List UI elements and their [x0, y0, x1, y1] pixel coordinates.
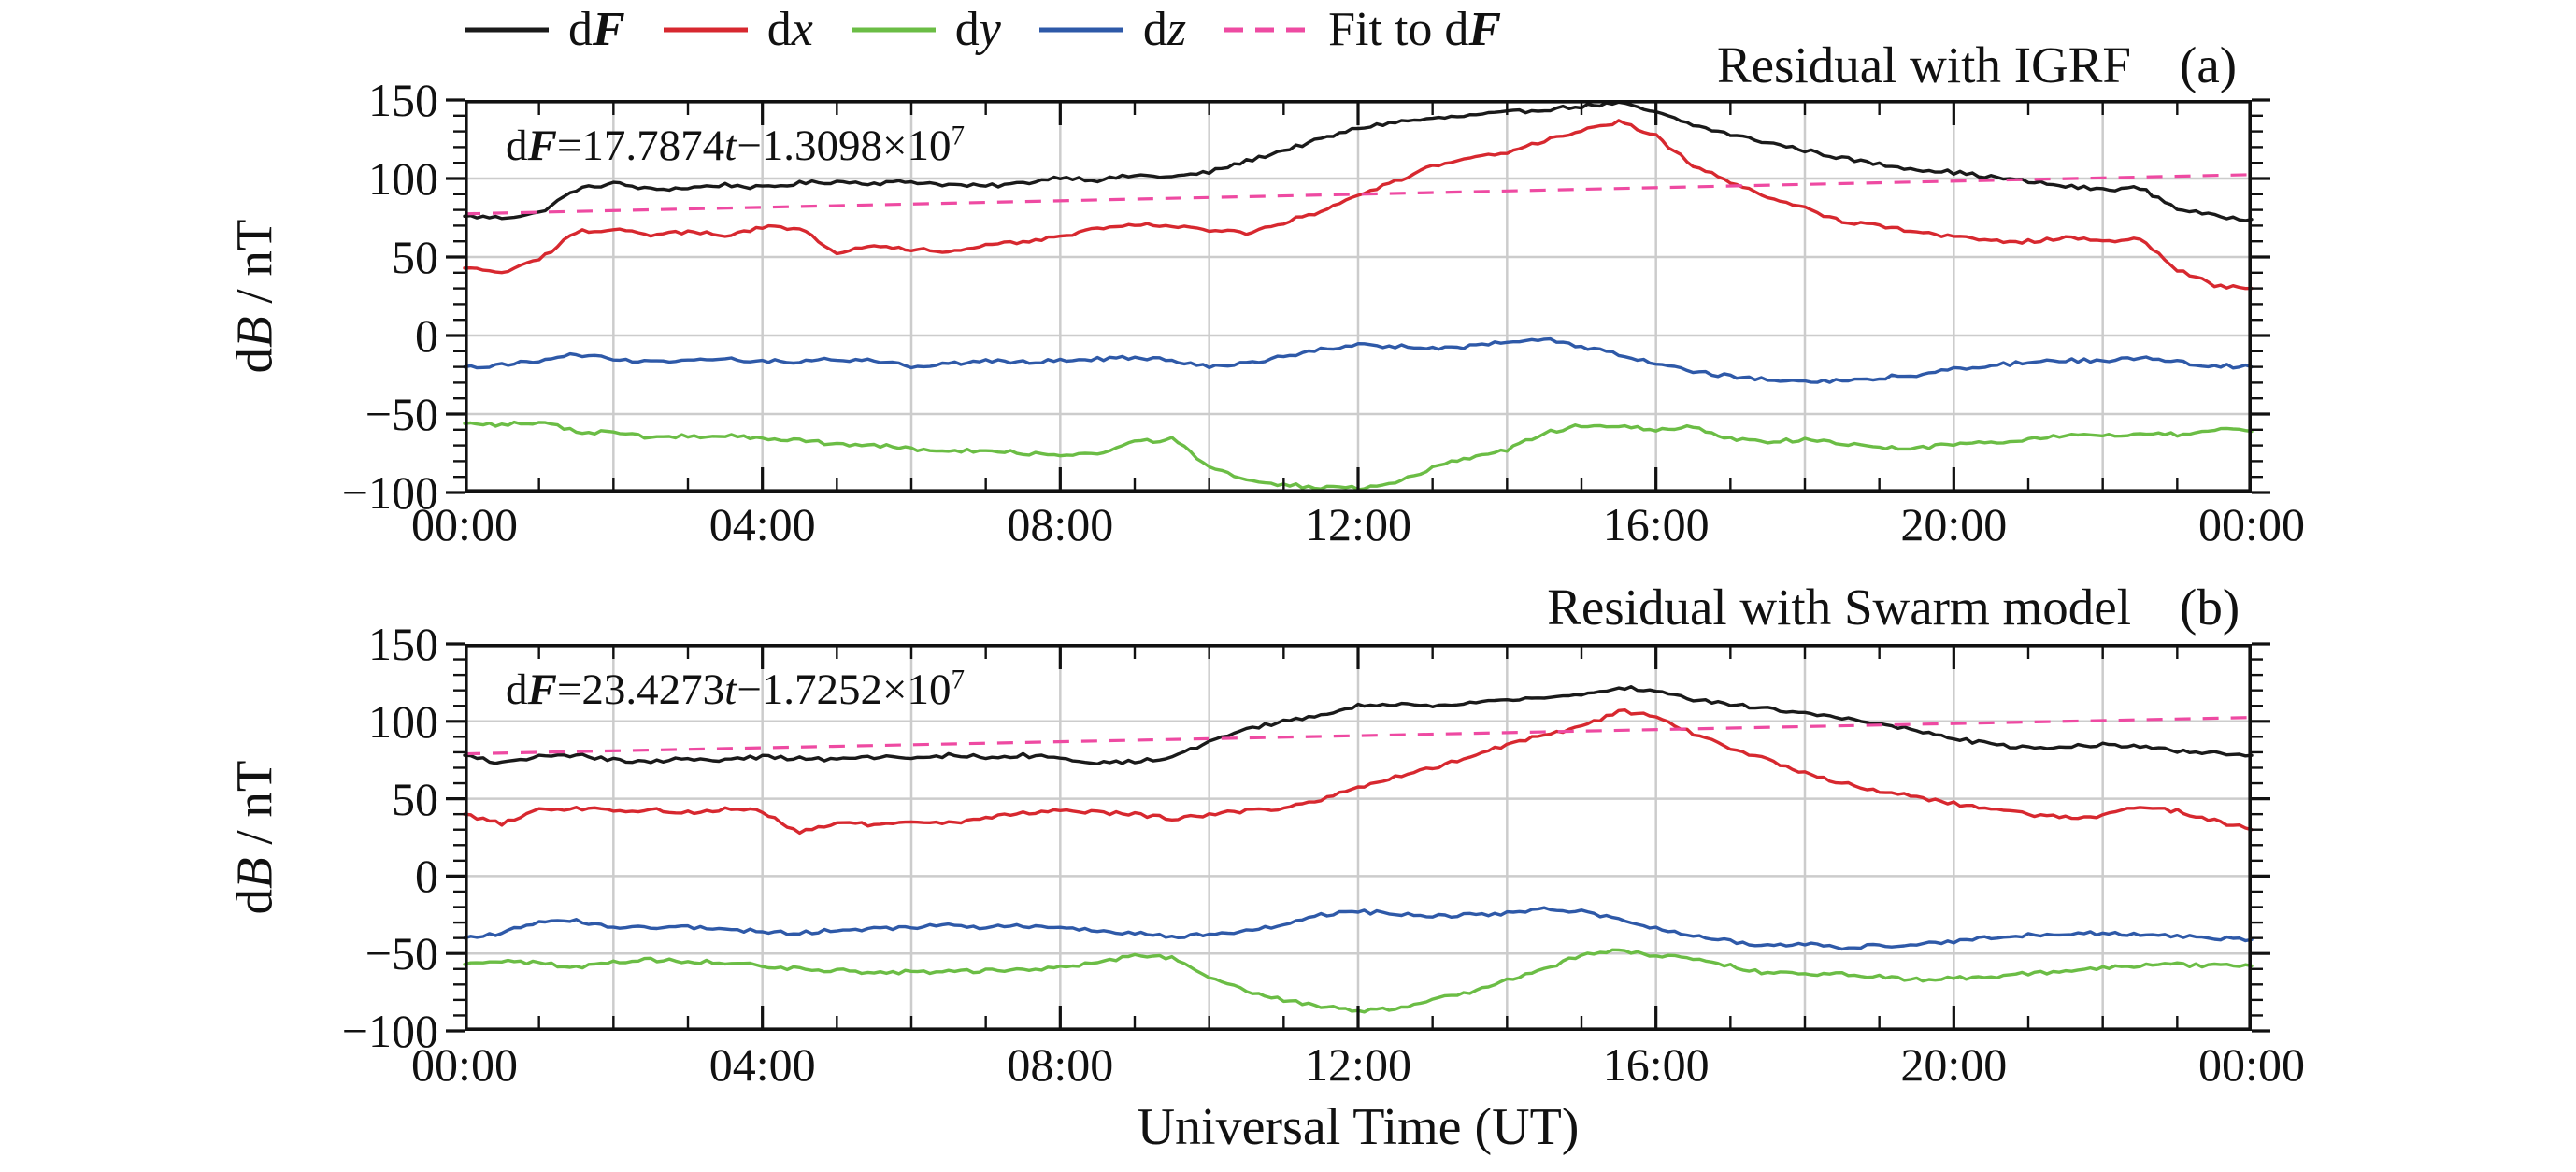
eq-b-t: t [724, 665, 737, 714]
series-dx-panel-a [463, 119, 2254, 291]
y-tick-label-a-−50: −50 [365, 388, 438, 440]
legend-swatch-dy [851, 27, 936, 33]
series-dF-panel-b [463, 685, 2254, 765]
eq-a-times: ×10 [881, 121, 952, 170]
legend-label-dF: dF [568, 3, 625, 56]
series-dF-panel-a [463, 100, 2254, 222]
eq-a-exponent: 7 [951, 121, 966, 151]
y-tick-label-b-50: 50 [392, 772, 438, 825]
eq-b-minus: − [737, 665, 762, 714]
series-dx-panel-b [463, 708, 2254, 836]
eq-a-slope: 17.7874 [581, 121, 725, 170]
panel-a-plot-canvas [446, 98, 2270, 494]
eq-a-t: t [724, 121, 737, 170]
y-tick-label-a-50: 50 [392, 231, 438, 283]
x-tick-label-b-2: 08:00 [1007, 1038, 1114, 1091]
panel-a-title: Residual with IGRF [1716, 36, 2131, 93]
y-axis-title-b: dB / nT [225, 760, 283, 915]
x-tick-label-a-3: 12:00 [1305, 498, 1411, 550]
x-axis-title: Universal Time (UT) [1137, 1098, 1580, 1156]
x-tick-label-a-6: 00:00 [2198, 498, 2305, 550]
eq-a-intercept: 1.3098 [761, 121, 882, 170]
x-tick-label-a-4: 16:00 [1602, 498, 1710, 550]
eq-a-minus: − [737, 121, 762, 170]
eq-b-times: ×10 [881, 665, 952, 714]
y-tick-label-a-150: 150 [368, 74, 438, 126]
panel-b-equation: dF=23.4273t−1.7252×107 [506, 665, 966, 714]
panel-a: dF=17.7874t−1.3098×107 [446, 98, 2270, 494]
eq-a-equals: = [556, 121, 582, 170]
legend-label-dx: dx [766, 3, 813, 56]
legend-swatch-dz [1038, 27, 1123, 33]
fit-line-panel-b [464, 716, 2253, 756]
eq-b-d: d [506, 665, 528, 714]
y-tick-label-b-150: 150 [368, 618, 438, 670]
ylabel-b-B: B [225, 857, 283, 889]
panel-b-plot-canvas [446, 642, 2270, 1033]
panel-b-label: (b) [2180, 579, 2240, 636]
y-tick-label-a-100: 100 [368, 152, 438, 205]
eq-b-equals: = [556, 665, 582, 714]
x-tick-label-a-1: 04:00 [708, 498, 816, 550]
legend-label-fit: Fit to dF [1328, 3, 1502, 56]
y-tick-label-b-100: 100 [368, 694, 438, 748]
x-tick-label-b-0: 00:00 [411, 1038, 518, 1091]
x-tick-label-b-3: 12:00 [1305, 1038, 1411, 1091]
panel-b-title: Residual with Swarm model [1547, 579, 2131, 636]
series-dz-panel-a [463, 336, 2254, 384]
y-tick-label-a-−100: −100 [341, 466, 438, 519]
legend-swatch-dF [465, 27, 549, 33]
y-tick-label-b-−50: −50 [365, 927, 438, 980]
x-tick-label-b-1: 04:00 [708, 1038, 816, 1091]
ylabel-b-units: / nT [225, 760, 283, 858]
eq-b-exponent: 7 [951, 665, 966, 695]
x-tick-label-b-4: 16:00 [1602, 1038, 1710, 1091]
legend-item-dx: dx [663, 6, 813, 54]
y-tick-label-a-0: 0 [415, 309, 438, 362]
x-tick-label-a-0: 00:00 [411, 498, 518, 550]
x-tick-label-a-5: 20:00 [1900, 498, 2008, 550]
x-tick-label-a-2: 08:00 [1007, 498, 1114, 550]
legend-item-dz: dz [1038, 6, 1186, 54]
y-axis-title-a: dB / nT [225, 219, 283, 374]
eq-b-F: F [527, 665, 557, 714]
panel-a-equation: dF=17.7874t−1.3098×107 [506, 121, 966, 170]
x-tick-label-b-5: 20:00 [1900, 1038, 2008, 1091]
x-tick-label-b-6: 00:00 [2198, 1038, 2305, 1091]
ylabel-b-d: d [225, 889, 283, 915]
eq-b-intercept: 1.7252 [761, 665, 882, 714]
legend-item-fit: Fit to dF [1224, 6, 1501, 54]
eq-a-d: d [506, 121, 528, 170]
legend-item-dF: dF [464, 6, 625, 54]
series-dz-panel-b [463, 906, 2254, 951]
legend-item-dy: dy [851, 6, 1001, 54]
legend-label-dy: dy [954, 3, 1001, 56]
panel-a-label: (a) [2180, 36, 2238, 93]
panel-b: dF=23.4273t−1.7252×107 [446, 642, 2270, 1033]
fit-line-panel-a [464, 173, 2253, 216]
chart-legend: dF dx dy dz Fit to dF [464, 4, 1538, 56]
legend-swatch-dx [663, 27, 748, 33]
y-tick-label-b-0: 0 [415, 850, 438, 903]
ylabel-a-units: / nT [225, 219, 283, 317]
eq-b-slope: 23.4273 [581, 665, 725, 714]
eq-a-F: F [527, 121, 557, 170]
ylabel-a-B: B [225, 316, 283, 348]
ylabel-a-d: d [225, 348, 283, 374]
legend-swatch-fit [1224, 27, 1309, 33]
y-tick-label-b-−100: −100 [341, 1005, 438, 1057]
legend-label-dz: dz [1142, 3, 1187, 56]
